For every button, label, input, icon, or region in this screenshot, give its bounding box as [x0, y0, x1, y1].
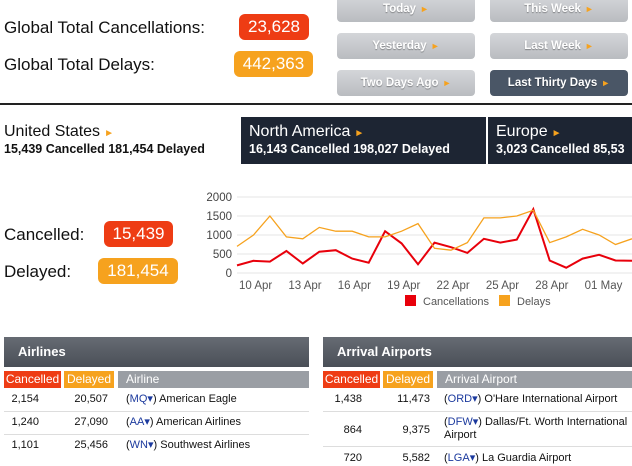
airports-col-airport[interactable]: Arrival Airport: [437, 371, 632, 388]
legend-label: Delays: [517, 296, 551, 308]
region-tab-united-states[interactable]: United States ► 15,439 Cancelled 181,454 …: [0, 117, 240, 164]
region-name: Europe: [496, 123, 548, 140]
summary-delayed-badge: 181,454: [98, 258, 178, 284]
airports-col-delayed[interactable]: Delayed: [383, 371, 433, 388]
x-tick-label: 19 Apr: [387, 280, 420, 292]
row-divider: [4, 411, 309, 412]
x-tick-label: 16 Apr: [338, 280, 371, 292]
airlines-col-airline[interactable]: Airline: [118, 371, 309, 388]
arrow-right-icon: ►: [584, 41, 594, 51]
x-tick-label: 13 Apr: [288, 280, 321, 292]
arrow-right-icon: ►: [104, 128, 114, 139]
airport-code-link[interactable]: DFW: [447, 416, 473, 428]
table-row: 864 9,375 (DFW▾) Dallas/Ft. Worth Intern…: [343, 416, 628, 441]
region-tab-europe[interactable]: Europe ► 3,023 Cancelled 85,53: [488, 117, 632, 164]
region-name: North America: [249, 123, 351, 140]
summary-delayed-label: Delayed:: [4, 262, 72, 281]
airline-code-link[interactable]: AA: [129, 416, 145, 428]
summary-cancelled-badge: 15,439: [104, 221, 173, 247]
global-delays-badge: 442,363: [234, 51, 313, 77]
airline-code-link[interactable]: WN: [129, 439, 148, 451]
x-tick-label: 10 Apr: [239, 280, 272, 292]
table-row: 720 5,582 (LGA▾) La Guardia Airport: [343, 452, 572, 464]
airports-col-cancelled[interactable]: Cancelled: [323, 371, 380, 388]
arrow-right-icon: ►: [601, 78, 611, 88]
y-tick-label: 1500: [206, 211, 232, 223]
summary-cancelled-label: Cancelled:: [4, 225, 85, 244]
global-cancellations-label: Global Total Cancellations:: [4, 18, 205, 37]
arrow-right-icon: ►: [420, 4, 429, 14]
legend-label: Cancellations: [423, 296, 490, 308]
airlines-col-delayed[interactable]: Delayed: [64, 371, 114, 388]
arrow-right-icon: ►: [354, 128, 365, 139]
x-tick-label: 22 Apr: [437, 280, 470, 292]
airport-code-link[interactable]: ORD: [447, 393, 473, 405]
y-tick-label: 0: [226, 268, 232, 280]
y-tick-label: 2000: [206, 192, 232, 204]
arrow-right-icon: ►: [551, 128, 562, 139]
table-row: 1,240 27,090 (AA▾) American Airlines: [11, 416, 241, 428]
range-last-week-button[interactable]: Last Week ►: [490, 33, 628, 59]
range-today-button[interactable]: Today ►: [337, 0, 475, 22]
range-yesterday-button[interactable]: Yesterday ►: [337, 33, 475, 59]
y-tick-label: 1000: [206, 230, 232, 242]
legend-swatch: [499, 295, 510, 306]
row-divider: [323, 411, 632, 412]
airline-code-link[interactable]: MQ: [129, 393, 148, 405]
region-stats: 15,439 Cancelled 181,454 Delayed: [4, 142, 205, 156]
airport-code-link[interactable]: LGA: [447, 452, 470, 464]
range-this-week-button[interactable]: This Week ►: [490, 0, 628, 22]
divider: [0, 103, 632, 105]
row-divider: [323, 446, 632, 447]
trend-chart: 0 500 1000 1500 2000 10 Apr 13 Apr 16 Apr 19 Apr…: [206, 192, 632, 308]
airlines-col-cancelled[interactable]: Cancelled: [4, 371, 61, 388]
arrow-right-icon: ►: [430, 41, 440, 51]
range-last-thirty-days-button[interactable]: Last Thirty Days ►: [490, 70, 628, 96]
airlines-panel-header: Airlines: [4, 337, 309, 367]
region-stats: 3,023 Cancelled 85,53: [496, 142, 625, 156]
airports-panel-header: Arrival Airports: [323, 337, 632, 367]
x-tick-label: 25 Apr: [486, 280, 519, 292]
series-line-delays: [236, 209, 632, 251]
region-stats: 16,143 Cancelled 198,027 Delayed: [249, 142, 450, 156]
series-line-cancellations: [236, 206, 632, 269]
global-cancellations-badge: 23,628: [239, 14, 309, 40]
y-tick-label: 500: [213, 249, 232, 261]
table-row: 2,154 20,507 (MQ▾) American Eagle: [11, 393, 237, 405]
global-delays-label: Global Total Delays:: [4, 55, 155, 74]
table-row: 1,438 11,473 (ORD▾) O'Hare International…: [334, 393, 618, 405]
region-name: United States: [4, 123, 101, 140]
arrow-right-icon: ►: [442, 78, 452, 88]
x-tick-label: 28 Apr: [535, 280, 568, 292]
table-row: 1,101 25,456 (WN▾) Southwest Airlines: [11, 439, 251, 451]
arrow-right-icon: ►: [584, 4, 594, 14]
range-two-days-ago-button[interactable]: Two Days Ago ►: [337, 70, 475, 96]
row-divider: [4, 434, 309, 435]
region-tab-north-america[interactable]: North America ► 16,143 Cancelled 198,027 …: [241, 117, 486, 164]
legend-swatch: [405, 295, 416, 306]
x-tick-label: 01 May: [585, 280, 623, 292]
